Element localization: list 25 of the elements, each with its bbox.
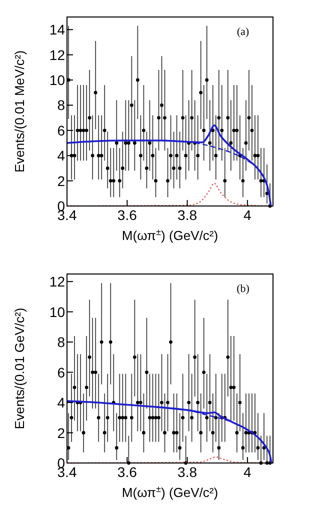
y-tick-label: 12: [49, 274, 66, 290]
y-tick-label: 10: [49, 304, 66, 320]
x-tick-label: 4: [244, 464, 252, 480]
y-tick-label: 4: [57, 394, 66, 411]
y-tick-label: 6: [57, 122, 66, 138]
y-tick-label: 6: [57, 364, 66, 380]
x-axis-title: M(ωπ$^{±}$) (GeV/c²): [122, 484, 218, 500]
y-tick-label: 14: [49, 22, 66, 38]
y-tick-label: 8: [57, 334, 66, 350]
y-tick-label: 4: [57, 148, 66, 164]
x-tick-label: 4: [244, 207, 252, 223]
x-tick-label: 3.6: [117, 207, 138, 223]
y-axis-title: Events/(0.01 GeV/c²): [12, 308, 27, 430]
annotation: (b): [236, 283, 250, 295]
x-tick-label: 3.6: [117, 464, 138, 480]
y-tick-label: 2: [57, 424, 66, 441]
x-axis-title: M(ωπ$^{±}$) (GeV/c²): [122, 227, 218, 243]
y-tick-label: 12: [49, 46, 66, 63]
x-tick-label: 3.8: [178, 207, 198, 223]
y-tick-label: 2: [57, 172, 66, 189]
annotation: (a): [236, 26, 250, 38]
y-axis-title: Events/(0.01 MeV/c²): [12, 50, 27, 173]
y-tick-label: 8: [57, 97, 66, 114]
y-tick-label: 10: [49, 72, 66, 88]
x-tick-label: 3.8: [178, 464, 198, 480]
